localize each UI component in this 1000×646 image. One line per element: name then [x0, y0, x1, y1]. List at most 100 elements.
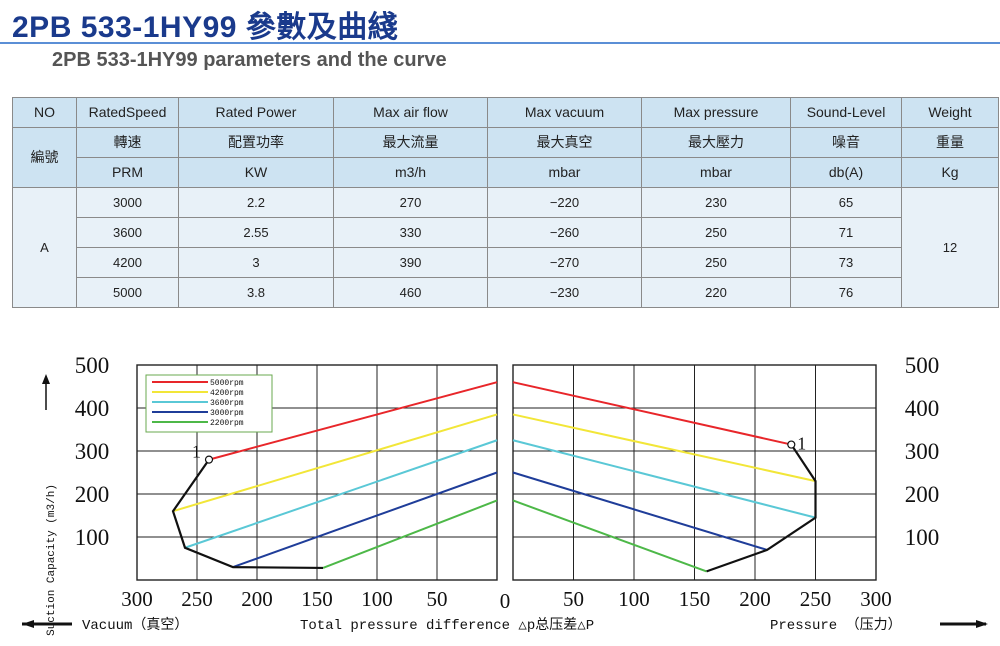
legend-label: 3000rpm [210, 409, 244, 418]
table-header-cell: 噪音 [790, 127, 902, 158]
table-row: 4200 3 390 −270 250 73 [13, 247, 999, 278]
table-unit-cell: KW [178, 157, 334, 188]
legend-label: 3600rpm [210, 399, 244, 408]
table-header-cell: 轉速 [76, 127, 179, 158]
vacuum-series-3000rpm [232, 471, 498, 569]
x-axis-label: Total pressure difference △p总压差△P [300, 617, 594, 634]
table-cell: 71 [790, 217, 902, 248]
x-tick-label-zero: 0 [500, 589, 511, 613]
x-tick-label: 100 [618, 587, 650, 611]
table-cell: −270 [487, 247, 642, 278]
table-unit-cell: PRM [76, 157, 179, 188]
table-cell: 3 [178, 247, 334, 278]
vacuum-marker-label: 1 [192, 442, 201, 462]
x-tick-label: 200 [241, 587, 273, 611]
y-tick-label-right: 200 [905, 482, 940, 507]
table-header-zh-row: 編號 轉速 配置功率 最大流量 最大真空 最大壓力 噪音 重量 [12, 127, 999, 188]
captions: Vacuum（真空） Total pressure difference △p总… [22, 617, 988, 634]
y-axis-label: Suction Capacity (m3/h) [46, 484, 58, 636]
table-row: 5000 3.8 460 −230 220 76 [13, 277, 999, 308]
y-tick-label-left: 300 [75, 439, 110, 464]
table-cell: 4200 [76, 247, 179, 278]
x-tick-label: 250 [800, 587, 832, 611]
table-header-cell: Max pressure [641, 97, 791, 128]
y-tick-label-right: 400 [905, 396, 940, 421]
table-row: 3600 2.55 330 −260 250 71 [13, 217, 999, 248]
table-header-cell: 編號 [12, 127, 77, 188]
x-tick-label: 200 [739, 587, 771, 611]
x-tick-label: 150 [679, 587, 711, 611]
y-tick-label-right: 500 [905, 353, 940, 378]
legend-label: 4200rpm [210, 389, 244, 398]
table-cell: 330 [333, 217, 488, 248]
table-cell: −220 [487, 187, 642, 218]
table-header-cell: Max vacuum [487, 97, 642, 128]
table-cell: 2.55 [178, 217, 334, 248]
table-cell: 3.8 [178, 277, 334, 308]
x-tick-label: 300 [121, 587, 153, 611]
table-cell: −230 [487, 277, 642, 308]
table-cell: 390 [333, 247, 488, 278]
table-cell: 5000 [76, 277, 179, 308]
table-header-cell: RatedSpeed [76, 97, 179, 128]
y-tick-label-right: 100 [905, 525, 940, 550]
pressure-series-4200rpm [512, 413, 816, 483]
table-cell: 270 [333, 187, 488, 218]
title-rule [0, 42, 1000, 44]
table-unit-cell: m3/h [333, 157, 488, 188]
y-tick-label-left: 500 [75, 353, 110, 378]
y-axis-label-group: Suction Capacity (m3/h) [42, 374, 58, 636]
legend-label: 5000rpm [210, 379, 244, 388]
pressure-label: Pressure （压力） [770, 617, 902, 634]
y-tick-label-left: 400 [75, 396, 110, 421]
x-tick-label: 50 [427, 587, 448, 611]
table-header-cell: Rated Power [178, 97, 334, 128]
x-tick-label: 300 [860, 587, 892, 611]
x-tick-label: 100 [361, 587, 393, 611]
arrow-right-icon [976, 620, 988, 628]
pressure-marker-label: 1 [797, 434, 806, 454]
y-tick-label-right: 300 [905, 439, 940, 464]
x-tick-label: 50 [563, 587, 584, 611]
page-subtitle: 2PB 533-1HY99 parameters and the curve [52, 49, 447, 71]
y-tick-label-left: 100 [75, 525, 110, 550]
vacuum-series-2200rpm [322, 499, 498, 569]
table-cell: 220 [641, 277, 791, 308]
table-header-cell: 最大流量 [333, 127, 488, 158]
pressure-plot-grid [512, 364, 877, 581]
weight-cell: 12 [901, 187, 999, 308]
table-cell: 460 [333, 277, 488, 308]
table-header-cell: Max air flow [333, 97, 488, 128]
pressure-envelope-line [706, 443, 817, 573]
table-unit-cell: db(A) [790, 157, 902, 188]
vacuum-series-4200rpm [172, 413, 498, 513]
table-cell: 2.2 [178, 187, 334, 218]
legend-label: 2200rpm [210, 419, 244, 428]
table-header-cell: 重量 [901, 127, 999, 158]
table-cell: 65 [790, 187, 902, 218]
table-cell: 73 [790, 247, 902, 278]
table-cell: −260 [487, 217, 642, 248]
table-row: A 3000 2.2 270 −220 230 65 12 [12, 187, 999, 308]
vacuum-series-3600rpm [184, 439, 498, 549]
page-title: 2PB 533-1HY99 參數及曲綫 [12, 11, 399, 44]
table-header-cell: 最大壓力 [641, 127, 791, 158]
y-tick-label-left: 200 [75, 482, 110, 507]
pressure-series-5000rpm [512, 381, 792, 446]
vacuum-envelope-line [171, 458, 324, 570]
arrow-up-icon [42, 374, 50, 384]
x-tick-label: 150 [301, 587, 333, 611]
pressure-series-2200rpm [512, 499, 707, 573]
table-cell: 250 [641, 217, 791, 248]
table-header-cell: NO [12, 97, 77, 128]
table-cell: 76 [790, 277, 902, 308]
table-header-en-row: NO RatedSpeed Rated Power Max air flow M… [12, 97, 999, 128]
legend-box [145, 374, 273, 433]
table-cell: 250 [641, 247, 791, 278]
table-header-cell: 最大真空 [487, 127, 642, 158]
x-tick-label: 250 [181, 587, 213, 611]
table-unit-cell: mbar [641, 157, 791, 188]
